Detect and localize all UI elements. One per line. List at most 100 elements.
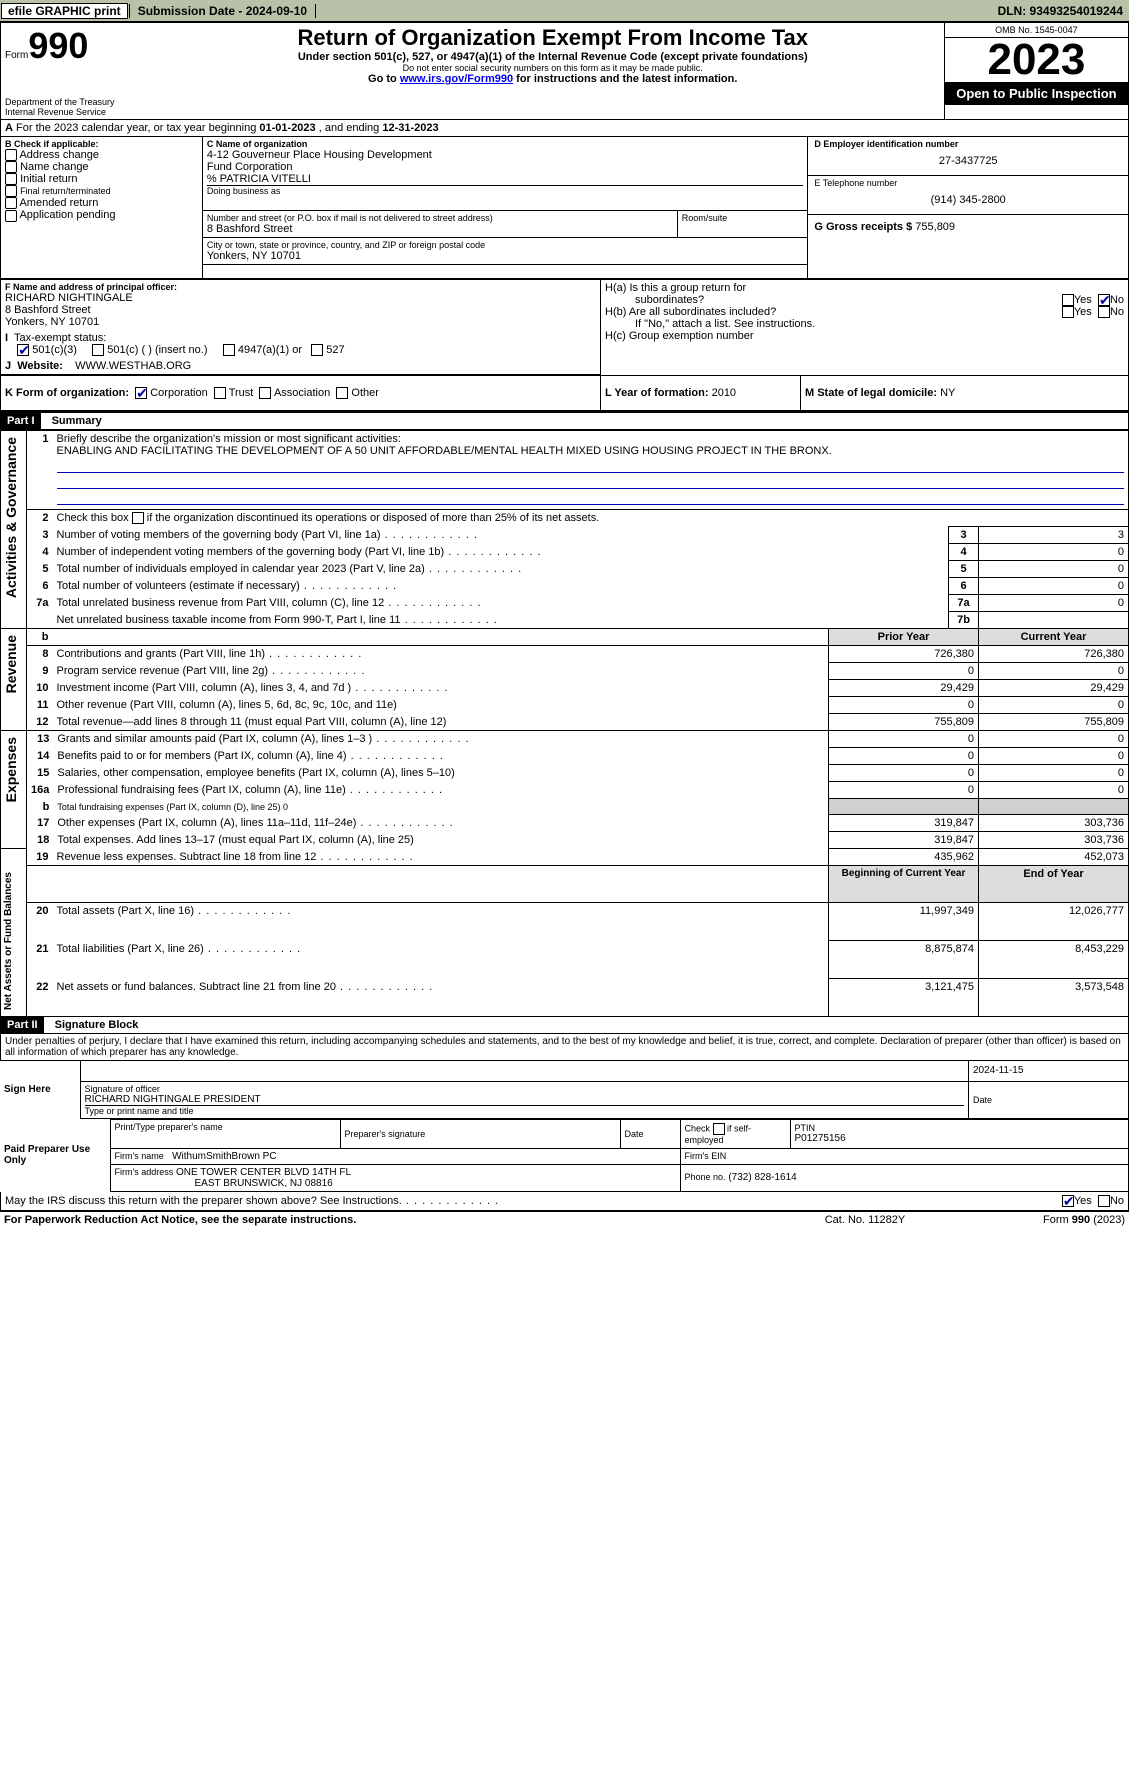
phone-label: E Telephone number [814, 178, 1122, 188]
governance-table: Activities & Governance 1 Briefly descri… [0, 430, 1129, 629]
paperwork-notice: For Paperwork Reduction Act Notice, see … [4, 1214, 765, 1226]
tax-year: 2023 [945, 38, 1128, 82]
line11-cy: 0 [979, 697, 1129, 714]
line22-text: Net assets or fund balances. Subtract li… [57, 981, 434, 993]
section-m-label: M State of legal domicile: [805, 387, 937, 399]
line12-text: Total revenue—add lines 8 through 11 (mu… [57, 716, 447, 728]
firm-addr2: EAST BRUNSWICK, NJ 08816 [115, 1178, 333, 1189]
firm-name-label: Firm's name [115, 1151, 164, 1161]
4947-checkbox[interactable] [223, 344, 235, 356]
goto-pre: Go to [368, 73, 400, 85]
dept-treasury: Department of the Treasury Internal Reve… [5, 97, 158, 117]
discuss-yes-checkbox[interactable] [1062, 1195, 1074, 1207]
section-k-label: K Form of organization: [5, 387, 129, 399]
line1-label: Briefly describe the organization's miss… [57, 433, 401, 445]
hb-no-label: No [1110, 306, 1124, 318]
line18-cy: 303,736 [979, 832, 1129, 849]
year-formation: 2010 [712, 387, 736, 399]
part2-header: Part II Signature Block [0, 1017, 1129, 1034]
assoc-checkbox[interactable] [259, 387, 271, 399]
address-change-checkbox[interactable] [5, 149, 17, 161]
ha-no-label: No [1110, 294, 1124, 306]
sign-here-label: Sign Here [0, 1061, 80, 1118]
gross-label: G Gross receipts $ [814, 221, 912, 233]
line4-value: 0 [979, 544, 1129, 561]
hb-no-checkbox[interactable] [1098, 306, 1110, 318]
header-table: Form990 Department of the Treasury Inter… [0, 22, 1129, 120]
line2-checkbox[interactable] [132, 512, 144, 524]
open-inspection: Open to Public Inspection [945, 82, 1128, 105]
org-name-1: 4-12 Gouverneur Place Housing Developmen… [207, 149, 804, 161]
line22-begin: 3,121,475 [829, 979, 979, 1017]
goto-post: for instructions and the latest informat… [516, 73, 737, 85]
line14-text: Benefits paid to or for members (Part IX… [57, 750, 444, 762]
net-vlabel: Net Assets or Fund Balances [1, 866, 16, 1016]
line14-cy: 0 [979, 748, 1129, 765]
discuss-text: May the IRS discuss this return with the… [5, 1195, 1062, 1207]
line13-text: Grants and similar amounts paid (Part IX… [57, 733, 469, 745]
officer-city: Yonkers, NY 10701 [5, 316, 596, 328]
corp-checkbox[interactable] [135, 387, 147, 399]
part1-header: Part I Summary [0, 411, 1129, 430]
h-b: H(b) Are all subordinates included? Yes … [605, 306, 1124, 318]
trust-checkbox[interactable] [214, 387, 226, 399]
part1-label: Part I [1, 413, 41, 429]
line19-py: 435,962 [829, 849, 979, 866]
addr-label: Number and street (or P.O. box if mail i… [207, 213, 673, 223]
name-change-checkbox[interactable] [5, 161, 17, 173]
ha-yes-label: Yes [1074, 294, 1092, 306]
section-f-label: F Name and address of principal officer: [5, 282, 596, 292]
addr-value: 8 Bashford Street [207, 223, 673, 235]
irs-link[interactable]: www.irs.gov/Form990 [400, 73, 513, 85]
line8-cy: 726,380 [979, 646, 1129, 663]
part1-title: Summary [44, 415, 102, 427]
form-number: 990 [28, 25, 88, 66]
line21-end: 8,453,229 [979, 941, 1129, 979]
line15-py: 0 [829, 765, 979, 782]
sign-table: Sign Here 2024-11-15 Signature of office… [0, 1061, 1129, 1119]
prep-sig-label: Preparer's signature [345, 1129, 616, 1139]
line21-text: Total liabilities (Part X, line 26) [57, 943, 302, 955]
entity-table: B Check if applicable: Address change Na… [0, 136, 1129, 279]
501c3-checkbox[interactable] [17, 344, 29, 356]
officer-sig-name: RICHARD NIGHTINGALE PRESIDENT [85, 1094, 965, 1105]
amended-return-checkbox[interactable] [5, 197, 17, 209]
ha-yes-checkbox[interactable] [1062, 294, 1074, 306]
discuss-no-label: No [1110, 1195, 1124, 1207]
final-return-checkbox[interactable] [5, 185, 17, 197]
527-checkbox[interactable] [311, 344, 323, 356]
self-employed-checkbox[interactable] [713, 1123, 725, 1135]
line10-text: Investment income (Part VIII, column (A)… [57, 682, 449, 694]
ein-label: D Employer identification number [814, 139, 1122, 149]
line2-text2: if the organization discontinued its ope… [147, 512, 600, 524]
ha-no-checkbox[interactable] [1098, 294, 1110, 306]
line5-value: 0 [979, 561, 1129, 578]
end-year-header: End of Year [979, 866, 1129, 903]
line7b-text: Net unrelated business taxable income fr… [57, 614, 498, 626]
line12-py: 755,809 [829, 714, 979, 731]
check-self-employed: Check if self-employed [685, 1123, 786, 1145]
rev-vlabel: Revenue [1, 629, 21, 699]
section-j-label: J [5, 360, 11, 372]
501c-checkbox[interactable] [92, 344, 104, 356]
line17-cy: 303,736 [979, 815, 1129, 832]
hb-yes-label: Yes [1074, 306, 1092, 318]
line18-text: Total expenses. Add lines 13–17 (must eq… [57, 834, 413, 846]
dba-label: Doing business as [207, 185, 804, 196]
app-pending-checkbox[interactable] [5, 210, 17, 222]
hb-yes-checkbox[interactable] [1062, 306, 1074, 318]
section-b-label: B Check if applicable: [5, 139, 198, 149]
expenses-table-2: 19 Revenue less expenses. Subtract line … [0, 849, 1129, 866]
paid-preparer-label: Paid Preparer Use Only [0, 1119, 110, 1191]
other-checkbox[interactable] [336, 387, 348, 399]
discuss-row: May the IRS discuss this return with the… [0, 1192, 1129, 1212]
line-a-pre: For the 2023 calendar year, or tax year … [16, 122, 259, 134]
firm-addr-label: Firm's address [115, 1167, 174, 1177]
initial-return-checkbox[interactable] [5, 173, 17, 185]
discuss-no-checkbox[interactable] [1098, 1195, 1110, 1207]
line13-py: 0 [829, 731, 979, 748]
efile-button[interactable]: efile GRAPHIC print [1, 3, 128, 19]
line16a-py: 0 [829, 782, 979, 799]
line6-value: 0 [979, 578, 1129, 595]
officer-addr: 8 Bashford Street [5, 304, 596, 316]
